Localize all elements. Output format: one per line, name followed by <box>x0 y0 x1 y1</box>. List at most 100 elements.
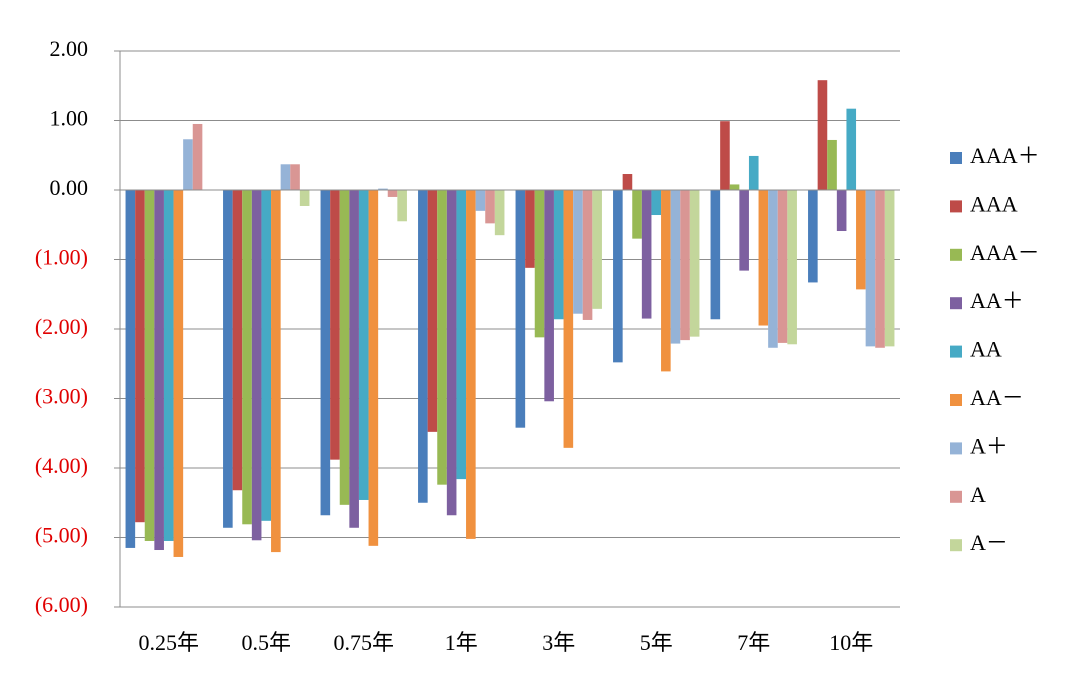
bar <box>768 190 778 348</box>
bar <box>192 123 203 190</box>
legend-label: AA <box>970 337 1002 362</box>
bar <box>787 190 797 345</box>
bar <box>670 190 681 344</box>
bar <box>553 190 564 320</box>
bar <box>223 190 233 528</box>
legend-swatch <box>950 297 962 310</box>
bar <box>418 190 428 503</box>
bar <box>339 190 350 505</box>
bar <box>680 190 690 341</box>
bar <box>836 190 847 232</box>
y-tick-label: (3.00) <box>35 384 88 409</box>
bar <box>475 190 486 211</box>
x-tick-label: 5年 <box>640 630 673 655</box>
y-tick-label: (6.00) <box>35 592 88 617</box>
x-tick-label: 0.5年 <box>241 630 291 655</box>
legend-label: A－ <box>970 530 1008 555</box>
legend-swatch <box>950 442 962 455</box>
bar <box>661 190 671 372</box>
bar <box>378 188 388 190</box>
bar <box>330 190 340 460</box>
bar <box>299 190 310 206</box>
bar <box>544 190 554 402</box>
bar <box>856 190 866 290</box>
bar <box>349 190 359 528</box>
legend-swatch <box>950 539 962 552</box>
bar <box>563 190 574 448</box>
bar <box>494 190 505 236</box>
bar <box>358 190 369 500</box>
bar <box>154 190 164 551</box>
legend-label: AAA <box>970 191 1018 216</box>
bar <box>135 190 145 523</box>
y-tick-label: 0.00 <box>50 175 89 200</box>
bar <box>144 190 155 541</box>
bar <box>748 155 759 190</box>
bar <box>183 139 193 190</box>
bar <box>632 190 642 239</box>
bar <box>242 190 252 525</box>
bar <box>125 190 136 548</box>
x-tick-label: 0.75年 <box>333 630 394 655</box>
bar <box>427 190 438 432</box>
legend-swatch <box>950 490 962 503</box>
bar <box>720 121 730 190</box>
legend-label: AA－ <box>970 385 1024 410</box>
bar <box>808 190 818 283</box>
bar <box>592 190 602 309</box>
bar <box>525 190 535 268</box>
x-tick-label: 7年 <box>737 630 770 655</box>
bar <box>739 190 749 271</box>
bar <box>232 190 243 491</box>
bar <box>368 190 379 546</box>
bar <box>437 190 447 485</box>
x-tick-label: 0.25年 <box>138 630 199 655</box>
bar <box>280 164 291 190</box>
bar <box>641 190 652 319</box>
bar <box>387 190 398 197</box>
legend-label: A＋ <box>970 433 1008 458</box>
bar <box>846 108 857 190</box>
bar <box>290 164 300 190</box>
y-tick-label: 2.00 <box>50 36 89 61</box>
x-tick-label: 10年 <box>829 630 873 655</box>
bar <box>573 190 583 314</box>
bar <box>251 190 262 541</box>
bar <box>777 190 788 343</box>
bar <box>466 190 476 539</box>
y-tick-label: (4.00) <box>35 453 88 478</box>
bar <box>884 190 895 347</box>
legend-label: A <box>970 482 986 507</box>
bar <box>534 190 545 338</box>
bar <box>173 190 184 557</box>
y-tick-label: 1.00 <box>50 106 89 131</box>
legend-label: AAA＋ <box>970 143 1040 168</box>
x-tick-label: 1年 <box>445 630 478 655</box>
legend-label: AA＋ <box>970 288 1024 313</box>
bar <box>875 190 885 348</box>
bar <box>865 190 876 347</box>
legend-swatch <box>950 345 962 358</box>
legend-swatch <box>950 248 962 261</box>
bar <box>613 190 623 363</box>
bar <box>689 190 700 337</box>
y-tick-label: (2.00) <box>35 314 88 339</box>
legend-label: AAA－ <box>970 240 1040 265</box>
bar <box>582 190 593 320</box>
bar <box>271 190 281 553</box>
legend-swatch <box>950 200 962 213</box>
bar <box>515 190 526 428</box>
x-tick-label: 3年 <box>542 630 575 655</box>
bar <box>827 139 837 190</box>
y-tick-label: (5.00) <box>35 523 88 548</box>
bar <box>320 190 331 516</box>
y-tick-label: (1.00) <box>35 245 88 270</box>
bar <box>622 174 633 190</box>
bar <box>261 190 272 521</box>
legend-swatch <box>950 394 962 406</box>
bar <box>163 190 174 541</box>
bar <box>729 184 740 190</box>
bar <box>397 190 407 222</box>
bar <box>456 190 467 480</box>
